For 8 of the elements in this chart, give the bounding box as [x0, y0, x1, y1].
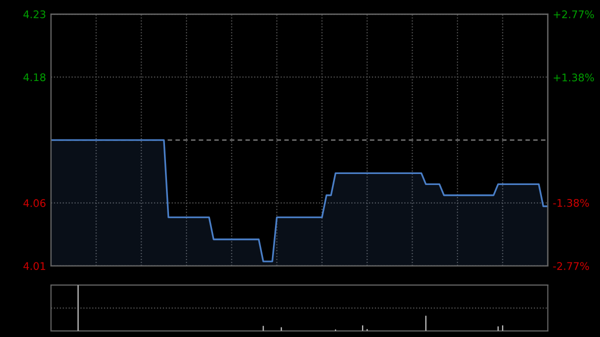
y-tick-label: 4.06: [23, 199, 46, 208]
y-tick-label: 4.18: [23, 73, 46, 82]
y2-tick-label: +1.38%: [554, 74, 594, 82]
y2-tick-label: +2.77%: [554, 10, 594, 18]
y2-tick-label: -2.77%: [553, 262, 589, 270]
y-tick-label: 4.01: [23, 262, 46, 270]
y2-tick-label: -1.38%: [553, 198, 589, 207]
y-tick-label: 4.23: [23, 10, 46, 18]
